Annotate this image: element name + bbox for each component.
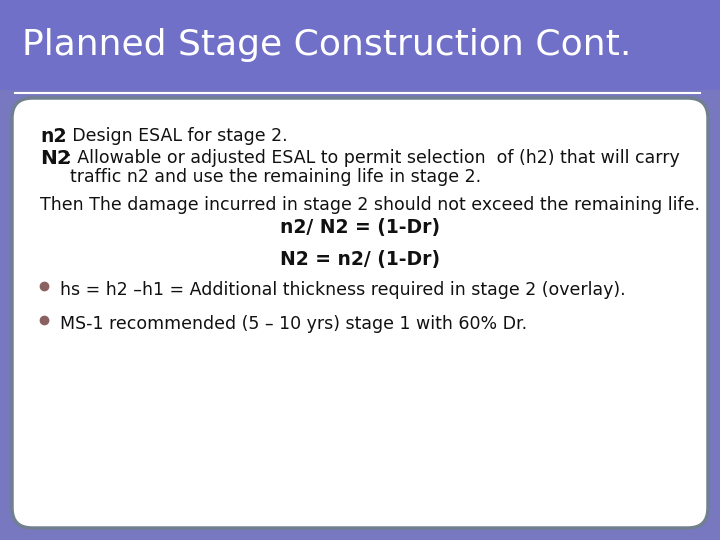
FancyBboxPatch shape <box>0 0 720 90</box>
Text: N2 = n2/ (1-Dr): N2 = n2/ (1-Dr) <box>280 250 440 269</box>
Text: Planned Stage Construction Cont.: Planned Stage Construction Cont. <box>22 28 631 62</box>
Text: MS-1 recommended (5 – 10 yrs) stage 1 with 60% Dr.: MS-1 recommended (5 – 10 yrs) stage 1 wi… <box>60 315 527 333</box>
FancyBboxPatch shape <box>12 98 708 528</box>
Text: n2/ N2 = (1-Dr): n2/ N2 = (1-Dr) <box>280 218 440 237</box>
Text: : Allowable or adjusted ESAL to permit selection  of (h2) that will carry: : Allowable or adjusted ESAL to permit s… <box>66 149 680 167</box>
Text: traffic n2 and use the remaining life in stage 2.: traffic n2 and use the remaining life in… <box>70 168 481 186</box>
Text: hs = h2 –h1 = Additional thickness required in stage 2 (overlay).: hs = h2 –h1 = Additional thickness requi… <box>60 281 626 299</box>
Text: Then The damage incurred in stage 2 should not exceed the remaining life.: Then The damage incurred in stage 2 shou… <box>40 196 700 214</box>
Text: n2: n2 <box>40 127 66 146</box>
Text: N2: N2 <box>40 149 71 168</box>
Text: : Design ESAL for stage 2.: : Design ESAL for stage 2. <box>61 127 287 145</box>
